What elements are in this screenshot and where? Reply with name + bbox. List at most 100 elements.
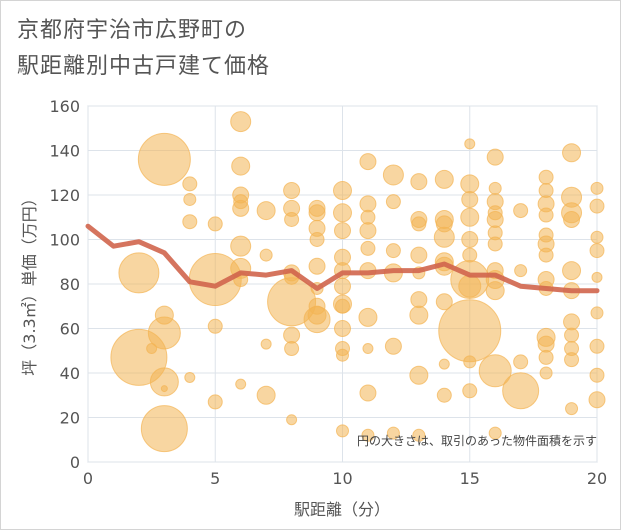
bubble-point (565, 402, 579, 416)
bubble-point (235, 378, 247, 390)
bubble-point (259, 248, 273, 262)
bubble-point (539, 366, 553, 380)
bubble-point (284, 341, 300, 357)
bubble-point (513, 354, 529, 370)
bubble-point (409, 365, 429, 385)
bubble-point (438, 299, 502, 363)
bubble-point (461, 231, 479, 248)
bubble-point (146, 343, 158, 355)
y-tick-label: 100 (49, 231, 80, 250)
bubble-point (433, 226, 455, 248)
chart-title: 京都府宇治市広野町の 駅距離別中古戸建て価格 (17, 13, 437, 85)
bubble-point (184, 371, 196, 383)
bubble-point (488, 426, 502, 440)
bubble-point (562, 261, 582, 281)
x-tick-label: 5 (210, 469, 220, 488)
bubble-point (502, 372, 540, 410)
trend-line-series (85, 223, 600, 294)
bubble-point (385, 243, 401, 259)
bubble-point (336, 348, 349, 362)
bubble-point (562, 143, 582, 163)
bubble-point (485, 281, 505, 301)
bubble-point (538, 247, 554, 263)
bubble-point (284, 211, 300, 227)
bubble-point (118, 252, 160, 294)
bubble-point (410, 173, 428, 191)
bubble-point (230, 235, 252, 257)
bubble-point (462, 247, 478, 263)
chart-title-line-1: 京都府宇治市広野町の (17, 18, 248, 43)
y-tick-label: 80 (60, 275, 80, 294)
x-tick-label: 15 (460, 469, 480, 488)
bubble-point (149, 367, 179, 397)
bubble-point (360, 240, 376, 256)
bubble-point (478, 354, 512, 388)
y-tick-label: 160 (49, 97, 80, 116)
bubble-point (232, 199, 250, 217)
bubble-point (333, 203, 352, 223)
bubble-point (436, 387, 452, 403)
x-axis-ticks: 0 5 10 15 20 (83, 469, 607, 488)
x-tick-label: 10 (332, 469, 352, 488)
bubble-point (435, 293, 453, 311)
bubble-point (513, 203, 529, 219)
bubble-point (590, 181, 604, 195)
bubble-point (183, 192, 197, 206)
bubble-point (336, 424, 349, 438)
trend-line (85, 223, 600, 294)
bubble-point (538, 207, 554, 223)
bubble-point (564, 352, 580, 368)
bubble-point (283, 182, 301, 200)
bubble-point (458, 274, 482, 298)
bubble-point (412, 428, 426, 442)
bubble-point (359, 153, 377, 171)
bubble-point (563, 313, 581, 331)
bubble-point (309, 232, 325, 247)
bubble-point (230, 111, 252, 133)
bubble-point (410, 291, 428, 309)
bubble-point (591, 271, 603, 283)
bubble-point (438, 358, 450, 370)
bubble-point (359, 384, 377, 402)
bubble-point (460, 207, 480, 227)
bubble-point (411, 216, 427, 232)
bubble-point (182, 214, 198, 230)
bubble-point (590, 306, 604, 320)
bubble-point (359, 222, 377, 240)
bubble-point (384, 337, 402, 355)
bubble-point (260, 338, 272, 350)
bubble-point (308, 204, 326, 222)
bubble-point (385, 194, 401, 210)
bubble-point (256, 201, 276, 221)
bubble-point (461, 190, 479, 208)
y-tick-label: 20 (60, 409, 80, 428)
bubble-point (358, 307, 378, 327)
bubble-point (207, 216, 223, 232)
bubble-point (434, 169, 454, 189)
bubble-point (308, 257, 326, 275)
bubble-point (207, 318, 223, 334)
bubble-point (386, 426, 400, 440)
x-tick-label: 0 (83, 469, 93, 488)
bubble-point (514, 264, 528, 278)
bubble-point (334, 277, 351, 295)
bubble-point (538, 169, 554, 185)
bubble-point (486, 210, 504, 228)
bubble-point (303, 306, 331, 334)
bubble-point (283, 326, 301, 344)
y-tick-label: 140 (49, 142, 80, 161)
bubble-point (589, 338, 605, 354)
bubble-point (488, 181, 502, 195)
bubble-point (334, 222, 351, 240)
y-axis-ticks: 0 20 40 60 80 100 120 140 160 (49, 97, 80, 472)
bubble-point (409, 305, 429, 325)
bubble-point (359, 195, 377, 213)
bubble-point (182, 176, 198, 192)
y-tick-label: 0 (70, 453, 80, 472)
y-tick-label: 120 (49, 186, 80, 205)
bubble-size-note: 円の大きさは、取引のあった物件面積を示す (357, 433, 597, 448)
bubble-point (335, 298, 350, 314)
bubble-point (589, 367, 605, 383)
